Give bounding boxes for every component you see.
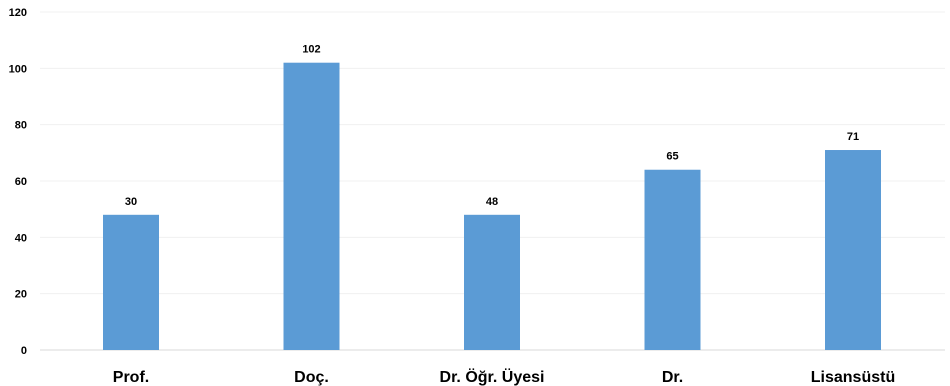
bar — [464, 214, 520, 350]
y-tick-label: 0 — [21, 345, 27, 357]
data-label: 71 — [847, 131, 859, 143]
y-tick-label: 100 — [9, 63, 27, 75]
y-tick-label: 120 — [9, 7, 27, 19]
bars — [103, 62, 881, 350]
x-tick-label: Doç. — [294, 369, 329, 386]
bar — [644, 169, 701, 350]
y-tick-label: 20 — [15, 289, 27, 301]
bar — [825, 150, 881, 350]
x-tick-label: Dr. — [662, 369, 683, 386]
data-label: 102 — [302, 44, 320, 56]
x-tick-label: Dr. Öğr. Üyesi — [440, 367, 545, 386]
data-label: 30 — [125, 196, 137, 208]
bar — [283, 62, 340, 350]
labels: 0 20 40 60 80 100 120 30 Prof. 102 Doç. 48 Dr. Öğr. … — [9, 7, 896, 386]
x-tick-label: Lisansüstü — [811, 369, 895, 386]
data-label: 48 — [486, 196, 498, 208]
y-tick-label: 80 — [15, 120, 27, 132]
bar — [103, 214, 159, 350]
x-tick-label: Prof. — [113, 369, 149, 386]
data-label: 65 — [666, 151, 678, 163]
grid-lines — [40, 11, 945, 295]
y-tick-label: 60 — [15, 176, 27, 188]
y-tick-label: 40 — [15, 232, 27, 244]
